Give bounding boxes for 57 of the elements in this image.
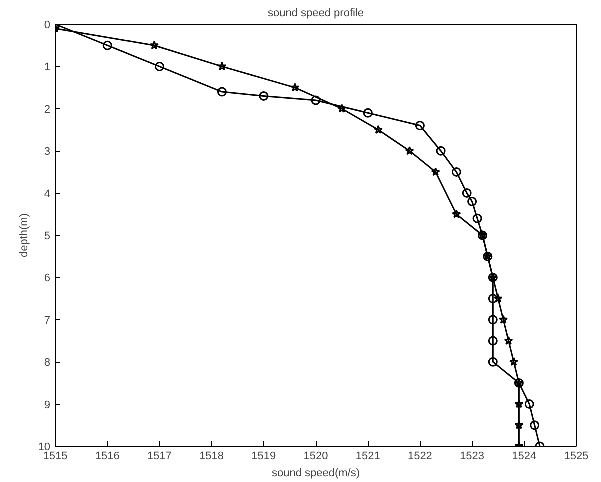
y-tick-label: 3 [44,146,51,158]
y-tick-label: 4 [44,188,51,200]
point [150,40,160,50]
point [259,92,269,101]
y-tick-label: 8 [44,357,51,370]
point [452,210,462,218]
y-tick-label: 10 [38,442,51,454]
x-tick-label: 1521 [356,450,380,462]
point [405,146,414,156]
x-tick-label: 1522 [408,450,432,462]
x-tick-label: 1519 [252,450,276,462]
point [290,83,300,92]
point [102,40,112,50]
point [499,315,508,324]
point [488,315,498,325]
point [472,214,482,224]
point [514,420,524,430]
x-tick-label: 1516 [95,450,120,462]
y-tick-label: 0 [44,20,51,32]
point [415,121,425,131]
point [337,104,347,113]
y-tick-label: 9 [44,399,51,412]
point [488,294,498,304]
point [431,167,440,176]
point [452,167,462,177]
point [468,197,478,206]
point [509,357,519,366]
point [524,400,534,410]
x-tick-label: 1520 [304,450,328,462]
point [494,294,503,303]
y-tick-label: 7 [44,314,51,327]
x-axis-title: sound speed(m/s) [272,468,360,480]
point [374,125,384,134]
y-tick-label: 5 [44,230,51,242]
point [218,62,227,71]
point [154,62,164,72]
point [504,336,514,345]
point [462,188,472,198]
y-tick-label: 6 [44,272,51,285]
x-tick-label: 1518 [200,450,224,462]
point [514,400,524,408]
point [311,96,321,106]
point [488,357,498,367]
x-tick-label: 1515 [43,450,68,462]
point [363,108,373,118]
point [488,336,498,346]
point [530,420,540,430]
point [436,146,446,156]
x-tick-label: 1517 [147,450,172,462]
chart-title: sound speed profile [268,8,364,20]
x-tick-label: 1525 [564,450,589,462]
y-tick-label: 1 [44,62,51,74]
x-tick-label: 1523 [460,450,485,462]
x-tick-label: 1524 [512,450,537,462]
y-tick-label: 2 [44,104,51,116]
y-axis-title: depth(m) [18,213,30,258]
point [217,87,227,97]
